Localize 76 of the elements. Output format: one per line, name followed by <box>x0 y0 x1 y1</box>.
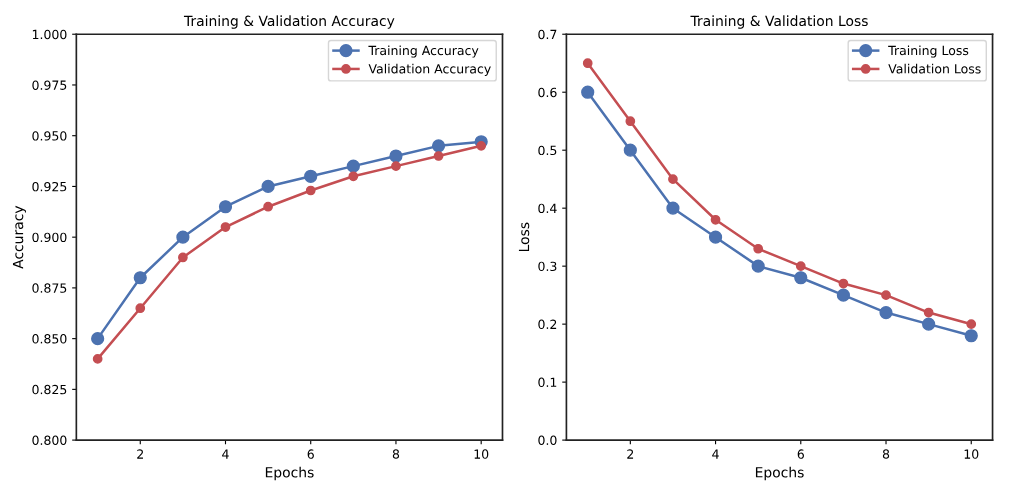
x-tick-label: 10 <box>474 449 489 459</box>
point <box>881 290 891 301</box>
x-tick-label: 2 <box>137 449 143 459</box>
point <box>582 58 593 69</box>
chart-title: Training & Validation Accuracy <box>183 15 395 29</box>
point <box>966 319 977 329</box>
point <box>668 174 678 185</box>
legend-label: Validation Accuracy <box>368 63 491 76</box>
y-tick-label: 0.950 <box>32 131 67 141</box>
y-tick-label: 0.2 <box>538 319 557 330</box>
x-tick-label: 6 <box>307 449 314 459</box>
y-tick-label: 0.7 <box>538 29 557 40</box>
legend-label: Validation Loss <box>888 63 981 74</box>
y-tick-label: 0.6 <box>538 87 557 98</box>
y-tick-label: 0.3 <box>538 261 557 272</box>
point <box>964 329 978 343</box>
y-tick-label: 0.975 <box>32 80 67 90</box>
x-axis-title: Epochs <box>755 466 804 481</box>
point <box>263 201 273 212</box>
x-tick-label: 8 <box>882 449 890 459</box>
point <box>710 214 721 225</box>
y-tick-label: 0.925 <box>32 181 67 192</box>
point <box>178 252 188 263</box>
legend-label: Training Loss <box>888 45 969 58</box>
point <box>92 354 103 364</box>
y-axis-title: Loss <box>518 222 530 252</box>
y-tick-label: 0.4 <box>538 203 557 214</box>
point <box>625 116 636 127</box>
x-tick-label: 4 <box>712 449 719 459</box>
point <box>431 139 446 153</box>
point <box>794 271 808 285</box>
point <box>623 143 637 157</box>
x-tick-label: 4 <box>222 449 229 459</box>
point <box>305 185 316 196</box>
x-tick-label: 2 <box>627 449 634 459</box>
y-tick-label: 0.0 <box>538 435 557 446</box>
x-tick-label: 10 <box>964 449 979 459</box>
point <box>261 179 275 194</box>
y-tick-label: 0.825 <box>32 384 67 395</box>
point <box>922 317 936 331</box>
x-tick-label: 6 <box>797 449 804 459</box>
point <box>218 200 233 214</box>
point <box>133 271 147 285</box>
y-tick-label: 0.900 <box>32 232 67 243</box>
point <box>838 278 849 289</box>
point <box>433 151 444 161</box>
x-axis-title: Epochs <box>265 466 314 481</box>
x-tick-label: 8 <box>392 449 400 459</box>
point <box>581 85 595 99</box>
point <box>708 230 723 244</box>
point <box>220 222 231 232</box>
y-tick-label: 0.800 <box>32 435 67 446</box>
y-tick-label: 0.1 <box>538 377 557 388</box>
point <box>666 201 680 215</box>
point <box>304 169 318 183</box>
point <box>476 140 487 151</box>
y-tick-label: 0.875 <box>32 283 67 293</box>
point <box>391 161 401 171</box>
point <box>836 288 850 302</box>
point <box>753 243 764 254</box>
point <box>91 332 105 346</box>
point <box>795 261 806 272</box>
legend-label: Training Accuracy <box>368 45 479 58</box>
point <box>389 149 403 163</box>
point <box>135 303 146 314</box>
point <box>751 259 765 273</box>
point <box>176 230 190 244</box>
y-axis-title: Accuracy <box>12 205 26 269</box>
point <box>346 159 360 173</box>
point <box>923 307 934 318</box>
point <box>879 305 893 320</box>
point <box>348 171 359 182</box>
y-tick-label: 0.850 <box>32 334 67 344</box>
y-tick-label: 0.5 <box>538 145 557 156</box>
y-tick-label: 1.000 <box>32 29 67 40</box>
chart-title: Training & Validation Loss <box>690 15 868 29</box>
